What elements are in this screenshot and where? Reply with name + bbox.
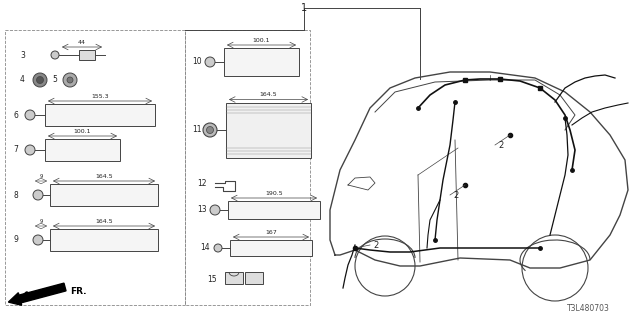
Text: 5: 5 bbox=[52, 76, 57, 84]
Text: 167: 167 bbox=[265, 230, 277, 235]
Circle shape bbox=[210, 205, 220, 215]
Text: 44: 44 bbox=[78, 40, 86, 45]
Circle shape bbox=[33, 190, 43, 200]
Text: 190.5: 190.5 bbox=[265, 191, 283, 196]
Text: 11: 11 bbox=[193, 125, 202, 134]
Text: 8: 8 bbox=[13, 190, 18, 199]
Bar bbox=[230, 240, 312, 256]
Bar bbox=[45, 139, 120, 161]
Text: 10: 10 bbox=[193, 58, 202, 67]
Text: 164.5: 164.5 bbox=[260, 92, 277, 98]
Text: FR.: FR. bbox=[70, 287, 86, 297]
Bar bbox=[5, 30, 185, 305]
Text: T3L480703: T3L480703 bbox=[567, 304, 610, 313]
Circle shape bbox=[214, 244, 222, 252]
Text: 100.1: 100.1 bbox=[253, 38, 270, 43]
Circle shape bbox=[33, 235, 43, 245]
Circle shape bbox=[25, 110, 35, 120]
Bar bbox=[245, 272, 263, 284]
Text: 2: 2 bbox=[373, 241, 378, 250]
Circle shape bbox=[51, 51, 59, 59]
Text: 13: 13 bbox=[197, 205, 207, 214]
Text: 9: 9 bbox=[39, 219, 43, 224]
Circle shape bbox=[25, 145, 35, 155]
Text: 12: 12 bbox=[198, 179, 207, 188]
Bar bbox=[185, 30, 310, 305]
Circle shape bbox=[36, 76, 44, 84]
Text: 155.3: 155.3 bbox=[91, 94, 109, 99]
Text: 3: 3 bbox=[20, 51, 25, 60]
Text: 2: 2 bbox=[453, 190, 458, 199]
Text: 9: 9 bbox=[39, 174, 43, 179]
Text: 2: 2 bbox=[498, 140, 503, 149]
Text: 164.5: 164.5 bbox=[95, 219, 113, 224]
Text: 6: 6 bbox=[13, 110, 18, 119]
Bar bbox=[225, 272, 243, 284]
Bar bbox=[226, 102, 311, 157]
Bar bbox=[45, 104, 155, 126]
Text: 9: 9 bbox=[13, 236, 18, 244]
Text: 164.5: 164.5 bbox=[95, 174, 113, 179]
Circle shape bbox=[203, 123, 217, 137]
Circle shape bbox=[207, 126, 214, 133]
Text: 4: 4 bbox=[20, 76, 25, 84]
Circle shape bbox=[33, 73, 47, 87]
FancyArrow shape bbox=[8, 283, 66, 305]
Text: 14: 14 bbox=[200, 244, 210, 252]
Bar bbox=[79, 50, 95, 60]
Text: 1: 1 bbox=[301, 3, 307, 13]
Bar bbox=[50, 184, 158, 206]
Text: 7: 7 bbox=[13, 146, 18, 155]
Text: 15: 15 bbox=[207, 276, 217, 284]
Circle shape bbox=[63, 73, 77, 87]
Bar bbox=[224, 48, 299, 76]
Bar bbox=[228, 201, 320, 219]
Bar bbox=[50, 229, 158, 251]
Circle shape bbox=[205, 57, 215, 67]
Circle shape bbox=[67, 77, 73, 83]
Text: 100.1: 100.1 bbox=[74, 129, 92, 134]
